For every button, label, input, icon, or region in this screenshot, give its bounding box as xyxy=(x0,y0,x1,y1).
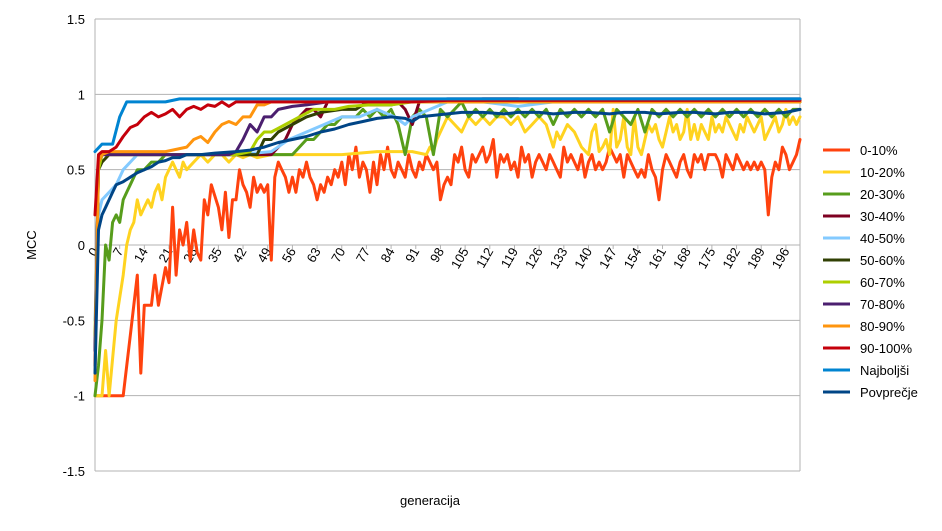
y-tick-label: 0 xyxy=(78,238,85,253)
y-tick-label: 1.5 xyxy=(67,12,85,27)
x-tick-label: 63 xyxy=(303,245,323,265)
grid-lines xyxy=(94,18,801,472)
x-tick-label: 189 xyxy=(744,245,768,271)
legend-label: 40-50% xyxy=(860,231,905,246)
x-tick-label: 161 xyxy=(645,245,669,271)
x-tick-label: 140 xyxy=(571,245,595,271)
x-tick-label: 14 xyxy=(131,245,151,265)
x-tick-label: 98 xyxy=(427,245,447,265)
series-line-90-100 xyxy=(93,98,802,217)
y-axis-title: MCC xyxy=(24,230,39,260)
series-line-30-40 xyxy=(93,97,802,367)
x-tick-label: 182 xyxy=(719,245,743,271)
y-tick-label: -0.5 xyxy=(63,313,85,328)
y-tick-labels: 1.5 1 0.5 0 -0.5 -1 -1.5 xyxy=(63,12,85,479)
x-tick-label: 147 xyxy=(596,245,620,271)
y-tick-label: -1 xyxy=(73,389,85,404)
x-tick-label: 175 xyxy=(695,245,719,271)
legend-label: 0-10% xyxy=(860,143,898,158)
x-tick-label: 56 xyxy=(279,245,299,265)
x-tick-label: 126 xyxy=(522,245,546,271)
x-tick-label: 112 xyxy=(473,245,496,270)
series-line-40-50 xyxy=(93,100,802,322)
series-line-10-20 xyxy=(93,107,802,398)
x-tick-label: 133 xyxy=(547,245,571,271)
x-tick-label: 196 xyxy=(769,245,793,271)
y-tick-label: 0.5 xyxy=(67,163,85,178)
legend: 0-10% 10-20% 20-30% 30-40% 40-50% 50-60% 60-70… xyxy=(823,143,918,400)
x-tick-label: 84 xyxy=(377,245,397,265)
series-line-najbolj-i xyxy=(93,97,802,154)
series-lines xyxy=(93,97,802,398)
legend-label: 50-60% xyxy=(860,253,905,268)
legend-label: 10-20% xyxy=(860,165,905,180)
legend-label: 80-90% xyxy=(860,319,905,334)
x-tick-label: 49 xyxy=(254,245,274,265)
x-tick-label: 154 xyxy=(621,245,645,271)
series-line-50-60 xyxy=(93,100,802,352)
legend-label: Najboljši xyxy=(860,363,909,378)
x-tick-label: 7 xyxy=(110,245,127,259)
legend-label: 90-100% xyxy=(860,341,912,356)
legend-label: Povprečje xyxy=(860,385,918,400)
x-tick-label: 77 xyxy=(353,245,373,265)
legend-label: 70-80% xyxy=(860,297,905,312)
x-tick-label: 35 xyxy=(205,245,225,265)
x-tick-label: 119 xyxy=(498,245,521,270)
series-line-povpre-je xyxy=(93,107,802,375)
x-tick-label: 168 xyxy=(670,245,694,271)
x-tick-label: 91 xyxy=(402,245,422,265)
y-tick-label: 1 xyxy=(78,87,85,102)
x-axis-title: generacija xyxy=(400,493,461,508)
legend-label: 60-70% xyxy=(860,275,905,290)
x-tick-label: 70 xyxy=(328,245,348,265)
legend-label: 20-30% xyxy=(860,187,905,202)
x-tick-label: 42 xyxy=(229,245,249,265)
x-tick-label: 105 xyxy=(448,245,472,271)
legend-label: 30-40% xyxy=(860,209,905,224)
x-tick-label: 21 xyxy=(155,245,175,265)
series-line-0-10 xyxy=(93,138,802,398)
y-tick-label: -1.5 xyxy=(63,464,85,479)
